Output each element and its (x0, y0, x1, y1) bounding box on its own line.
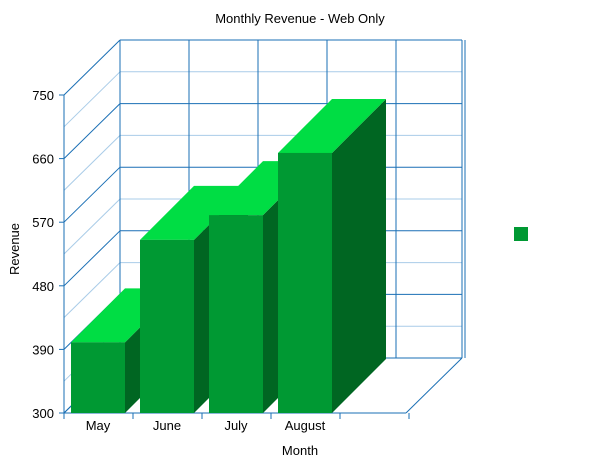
bar-top (140, 185, 248, 240)
grid-line (63, 166, 121, 223)
y-tick-label: 750 (32, 88, 54, 103)
x-tick-label: August (285, 418, 326, 433)
minor-grid-line (63, 198, 121, 255)
chart-title: Monthly Revenue - Web Only (215, 11, 385, 26)
x-tick-label: May (86, 418, 111, 433)
y-tick-label: 570 (32, 215, 54, 230)
y-axis-label: Revenue (7, 223, 22, 275)
bar-front (140, 239, 194, 413)
bars (71, 98, 386, 414)
y-tick-label: 390 (32, 342, 54, 357)
minor-grid-line (63, 262, 121, 318)
minor-grid-line (63, 71, 121, 128)
grid-line (63, 230, 121, 287)
grid-line (63, 103, 121, 159)
x-axis-label: Month (282, 443, 318, 458)
minor-grid-line (63, 135, 121, 191)
bar-front (71, 342, 125, 413)
y-axis-ticks: 300 390 480 570 660 750 (32, 88, 64, 421)
y-tick-label: 660 (32, 152, 54, 167)
y-tick-label: 300 (32, 406, 54, 421)
x-tick-label: July (224, 418, 248, 433)
bar-side (332, 98, 386, 414)
bar-top (278, 98, 386, 153)
legend-swatch (514, 227, 528, 241)
bar-front (278, 152, 332, 414)
bar (278, 98, 386, 414)
y-tick-label: 480 (32, 279, 54, 294)
bar-front (209, 215, 263, 413)
x-axis-categories: May June July August (63, 413, 410, 433)
grid-line (63, 39, 121, 96)
floor-edge (405, 357, 463, 414)
x-tick-label: June (153, 418, 181, 433)
